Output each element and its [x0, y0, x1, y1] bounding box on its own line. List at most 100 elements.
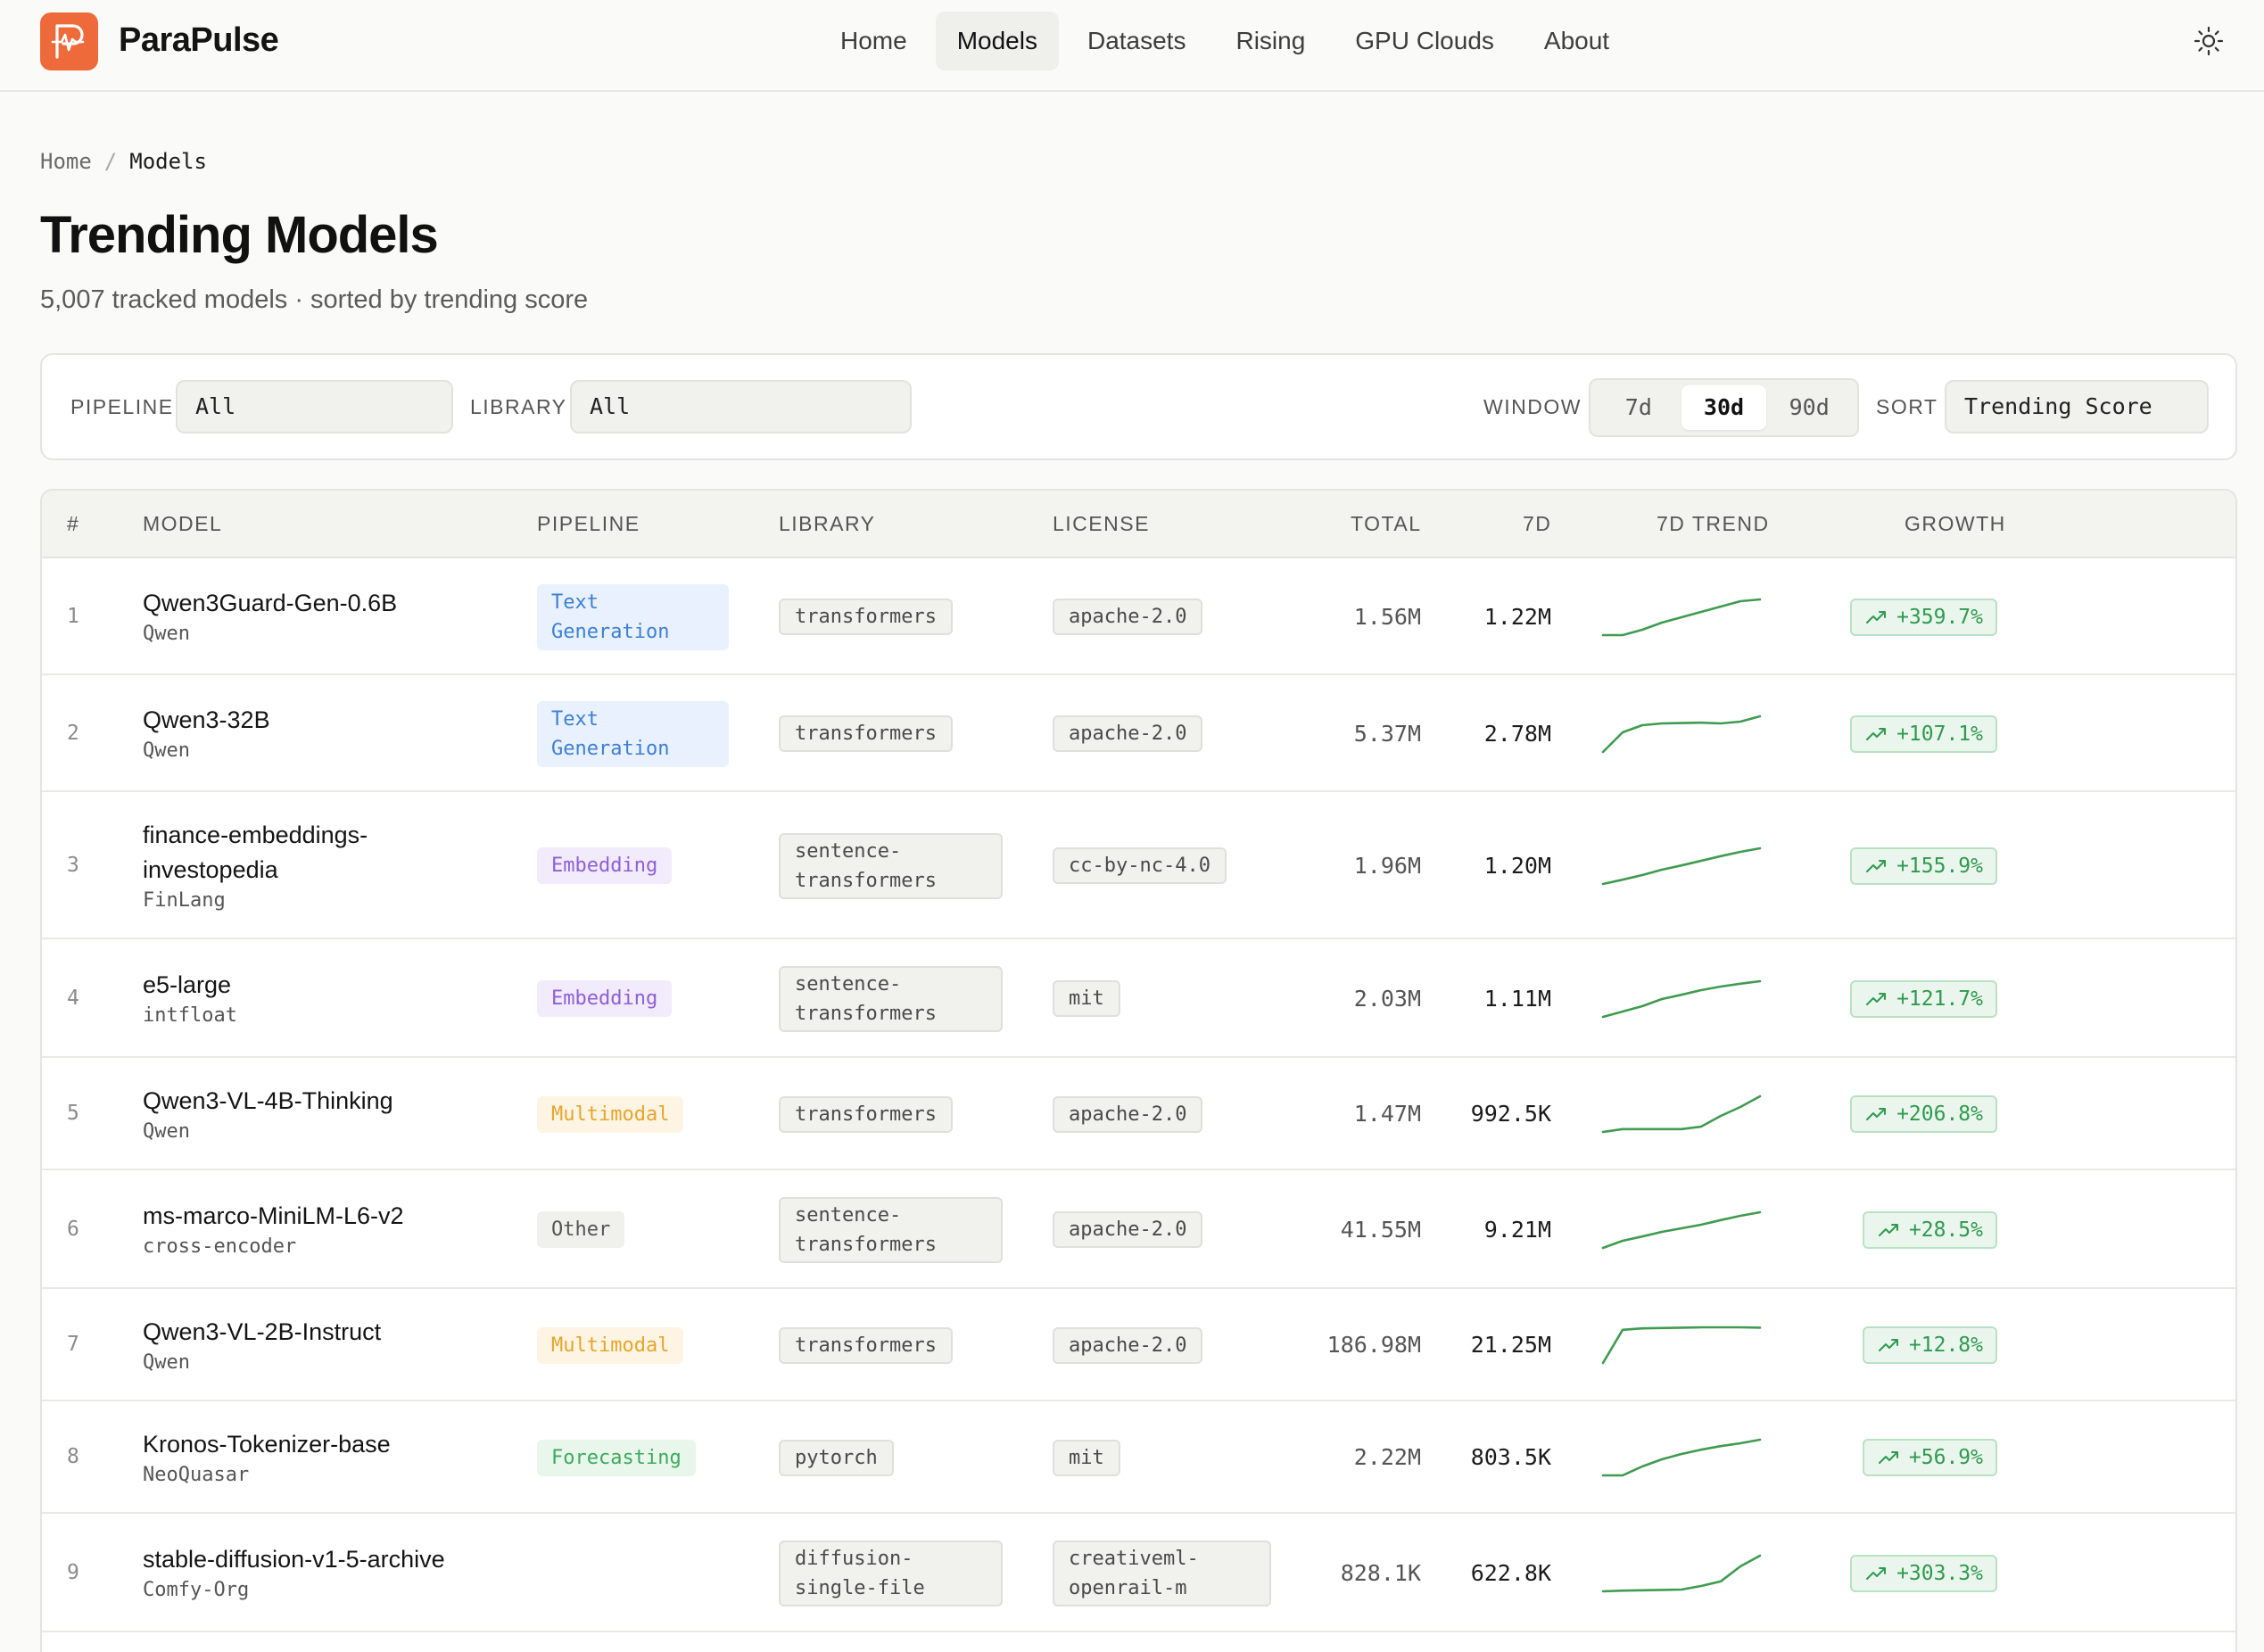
- license-chip-label: apache-2.0: [1069, 1103, 1187, 1126]
- breadcrumb-home[interactable]: Home: [40, 149, 92, 174]
- model-org[interactable]: Qwen: [143, 1351, 190, 1374]
- trend-line: [1601, 1438, 1762, 1477]
- model-org[interactable]: Qwen: [143, 623, 190, 645]
- library-chip[interactable]: transformers: [779, 599, 953, 635]
- header-7d[interactable]: 7D: [1523, 512, 1552, 535]
- model-name-link[interactable]: Qwen3-32B: [143, 706, 270, 733]
- library-chip[interactable]: sentence-transformers: [779, 1196, 1003, 1263]
- growth-value: +359.7%: [1896, 605, 1983, 629]
- row-rank: 5: [67, 1102, 79, 1125]
- model-name-link[interactable]: stable-diffusion-v1-5-archive: [143, 1546, 445, 1573]
- library-chip[interactable]: sentence-transformers: [779, 832, 1003, 899]
- model-name-link[interactable]: Qwen3Guard-Gen-0.6B: [143, 590, 398, 616]
- header-license: LICENSE: [1053, 512, 1150, 535]
- downloads-7d: 21.25M: [1470, 1332, 1551, 1358]
- nav-home[interactable]: Home: [840, 27, 907, 54]
- growth-badge: +28.5%: [1862, 1210, 1997, 1249]
- sort-select[interactable]: Trending Score: [1945, 380, 2209, 434]
- window-30d-button[interactable]: 30d: [1681, 385, 1767, 430]
- pipeline-tag[interactable]: Other: [537, 1211, 625, 1248]
- pipeline-tag-label: Embedding: [551, 855, 658, 877]
- model-org[interactable]: NeoQuasar: [143, 1463, 250, 1486]
- library-filter-label: LIBRARY: [470, 395, 567, 418]
- model-org[interactable]: cross-encoder: [143, 1235, 297, 1258]
- license-chip: apache-2.0: [1053, 1095, 1203, 1133]
- pipeline-select[interactable]: All: [176, 380, 453, 434]
- trend-sparkline: [1601, 598, 1762, 636]
- pipeline-tag[interactable]: Text Generation: [537, 700, 729, 767]
- table-row[interactable]: 8 Kronos-Tokenizer-base NeoQuasar Forecasti…: [42, 1401, 2235, 1514]
- logo-icon[interactable]: [40, 12, 98, 70]
- model-org[interactable]: Qwen: [143, 739, 190, 762]
- pipeline-filter-label: PIPELINE: [70, 395, 174, 418]
- library-chip[interactable]: transformers: [779, 1095, 953, 1133]
- window-90d-button[interactable]: 90d: [1789, 394, 1830, 420]
- total-downloads: 41.55M: [1340, 1216, 1421, 1243]
- library-chip[interactable]: diffusion-single-file: [779, 1540, 1003, 1607]
- breadcrumb: Home / Models: [40, 149, 207, 174]
- table-row[interactable]: 9 stable-diffusion-v1-5-archive Comfy-Org d…: [42, 1514, 2235, 1632]
- header-model[interactable]: MODEL: [143, 512, 223, 535]
- table-row[interactable]: 2 Qwen3-32B Qwen Text Generation transformers…: [42, 675, 2235, 792]
- model-org[interactable]: intfloat: [143, 1004, 237, 1027]
- table-row[interactable]: 7 Qwen3-VL-2B-Instruct Qwen Multimodal trans…: [42, 1289, 2235, 1401]
- nav-models[interactable]: Models: [935, 12, 1059, 70]
- license-chip-label: mit: [1069, 1446, 1104, 1469]
- nav-rising[interactable]: Rising: [1235, 27, 1306, 54]
- total-downloads: 186.98M: [1326, 1332, 1421, 1358]
- model-name-link[interactable]: finance-embeddings-: [143, 821, 368, 848]
- library-chip[interactable]: pytorch: [779, 1439, 894, 1476]
- model-org[interactable]: Qwen: [143, 1119, 190, 1143]
- library-chip[interactable]: transformers: [779, 715, 953, 752]
- pipeline-tag[interactable]: Text Generation: [537, 583, 729, 650]
- table-row[interactable]: 4 e5-large intfloat Embedding sentence-trans…: [42, 939, 2235, 1058]
- growth-badge: +56.9%: [1862, 1439, 1997, 1476]
- model-name-link[interactable]: e5-large: [143, 971, 232, 998]
- nav-about[interactable]: About: [1543, 27, 1610, 54]
- sun-icon[interactable]: [2193, 25, 2225, 57]
- pipeline-tag-label: Embedding: [551, 987, 658, 1010]
- growth-value: +56.9%: [1908, 1446, 1983, 1469]
- downloads-7d: 2.78M: [1483, 720, 1551, 747]
- models-table: # MODEL PIPELINE LIBRARY LICENSE TOTAL 7…: [40, 489, 2237, 1652]
- model-name-link[interactable]: Qwen3-VL-2B-Instruct: [143, 1317, 382, 1345]
- model-name-link[interactable]: ms-marco-MiniLM-L6-v2: [143, 1202, 404, 1229]
- nav-datasets[interactable]: Datasets: [1087, 27, 1186, 54]
- header-growth[interactable]: GROWTH: [1905, 512, 2006, 535]
- window-7d-button[interactable]: 7d: [1624, 394, 1652, 420]
- table-row[interactable]: 5 Qwen3-VL-4B-Thinking Qwen Multimodal trans…: [42, 1058, 2235, 1170]
- downloads-7d: 622.8K: [1470, 1559, 1551, 1586]
- trend-sparkline: [1601, 1094, 1762, 1134]
- table-row[interactable]: 3 finance-embeddings-investopedia FinLang E…: [42, 792, 2235, 939]
- pipeline-tag[interactable]: Multimodal: [537, 1095, 684, 1133]
- model-org[interactable]: Comfy-Org: [143, 1579, 250, 1601]
- library-chip[interactable]: sentence-transformers: [779, 965, 1003, 1032]
- library-select[interactable]: All: [570, 380, 912, 434]
- nav-gpu-clouds[interactable]: GPU Clouds: [1355, 27, 1494, 54]
- model-name-link[interactable]: Kronos-Tokenizer-base: [143, 1430, 391, 1458]
- license-chip-label: apache-2.0: [1069, 723, 1187, 745]
- license-chip-label: openrail-m: [1069, 1576, 1187, 1599]
- table-row[interactable]: 1 Qwen3Guard-Gen-0.6B Qwen Text Generation tr…: [42, 558, 2235, 675]
- library-chip-label: transformers: [795, 606, 937, 628]
- header-total[interactable]: TOTAL: [1351, 512, 1422, 535]
- row-rank: 6: [67, 1217, 79, 1241]
- trending-up-icon: [1866, 1566, 1887, 1580]
- growth-badge: +359.7%: [1850, 598, 1997, 636]
- license-chip-label: cc-by-nc-4.0: [1069, 855, 1210, 877]
- pipeline-tag[interactable]: Embedding: [537, 847, 673, 884]
- model-org[interactable]: FinLang: [143, 888, 226, 912]
- brand-name[interactable]: ParaPulse: [119, 21, 279, 59]
- downloads-7d: 1.22M: [1483, 603, 1551, 630]
- pipeline-tag[interactable]: Forecasting: [537, 1439, 696, 1476]
- trend-line: [1601, 1210, 1762, 1249]
- growth-badge: +155.9%: [1850, 847, 1997, 885]
- model-name-link[interactable]: Qwen3-VL-4B-Thinking: [143, 1086, 393, 1114]
- page-subtitle: 5,007 tracked models · sorted by trendin…: [40, 285, 589, 314]
- pipeline-tag[interactable]: Multimodal: [537, 1326, 684, 1364]
- model-name-link[interactable]: investopedia: [143, 855, 278, 883]
- table-row[interactable]: 6 ms-marco-MiniLM-L6-v2 cross-encoder Other…: [42, 1170, 2235, 1289]
- pipeline-tag[interactable]: Embedding: [537, 980, 673, 1017]
- library-chip[interactable]: transformers: [779, 1326, 953, 1364]
- trending-up-icon: [1866, 727, 1887, 740]
